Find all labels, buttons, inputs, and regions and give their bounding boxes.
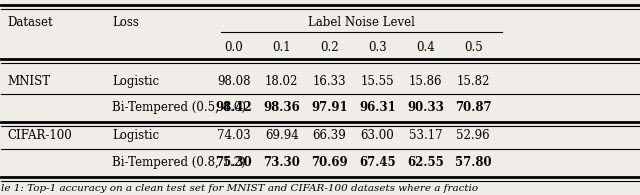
Text: 15.55: 15.55 [361, 74, 394, 88]
Text: 70.87: 70.87 [455, 101, 492, 114]
Text: 0.0: 0.0 [225, 41, 243, 54]
Text: 96.31: 96.31 [359, 101, 396, 114]
Text: MNIST: MNIST [7, 74, 50, 88]
Text: 75.30: 75.30 [216, 156, 252, 169]
Text: 90.33: 90.33 [407, 101, 444, 114]
Text: 97.91: 97.91 [311, 101, 348, 114]
Text: 16.33: 16.33 [313, 74, 346, 88]
Text: 52.96: 52.96 [456, 129, 490, 142]
Text: 63.00: 63.00 [360, 129, 394, 142]
Text: Bi-Tempered (0.8, 1.2): Bi-Tempered (0.8, 1.2) [113, 156, 246, 169]
Text: 74.03: 74.03 [217, 129, 251, 142]
Text: le 1: Top-1 accuracy on a clean test set for MNIST and CIFAR-100 datasets where : le 1: Top-1 accuracy on a clean test set… [1, 184, 478, 193]
Text: 53.17: 53.17 [408, 129, 442, 142]
Text: 98.08: 98.08 [217, 74, 250, 88]
Text: 15.86: 15.86 [408, 74, 442, 88]
Text: Label Noise Level: Label Noise Level [308, 16, 415, 29]
Text: 70.69: 70.69 [311, 156, 348, 169]
Text: 0.1: 0.1 [273, 41, 291, 54]
Text: Bi-Tempered (0.5, 4.0): Bi-Tempered (0.5, 4.0) [113, 101, 246, 114]
Text: Logistic: Logistic [113, 129, 159, 142]
Text: CIFAR-100: CIFAR-100 [7, 129, 72, 142]
Text: 18.02: 18.02 [265, 74, 298, 88]
Text: 0.5: 0.5 [464, 41, 483, 54]
Text: 69.94: 69.94 [265, 129, 298, 142]
Text: Loss: Loss [113, 16, 140, 29]
Text: 15.82: 15.82 [456, 74, 490, 88]
Text: 66.39: 66.39 [313, 129, 346, 142]
Text: 0.2: 0.2 [320, 41, 339, 54]
Text: 62.55: 62.55 [407, 156, 444, 169]
Text: 0.3: 0.3 [368, 41, 387, 54]
Text: 57.80: 57.80 [455, 156, 492, 169]
Text: 67.45: 67.45 [359, 156, 396, 169]
Text: 98.42: 98.42 [216, 101, 252, 114]
Text: Logistic: Logistic [113, 74, 159, 88]
Text: 98.36: 98.36 [263, 101, 300, 114]
Text: 0.4: 0.4 [416, 41, 435, 54]
Text: Dataset: Dataset [7, 16, 52, 29]
Text: 73.30: 73.30 [263, 156, 300, 169]
